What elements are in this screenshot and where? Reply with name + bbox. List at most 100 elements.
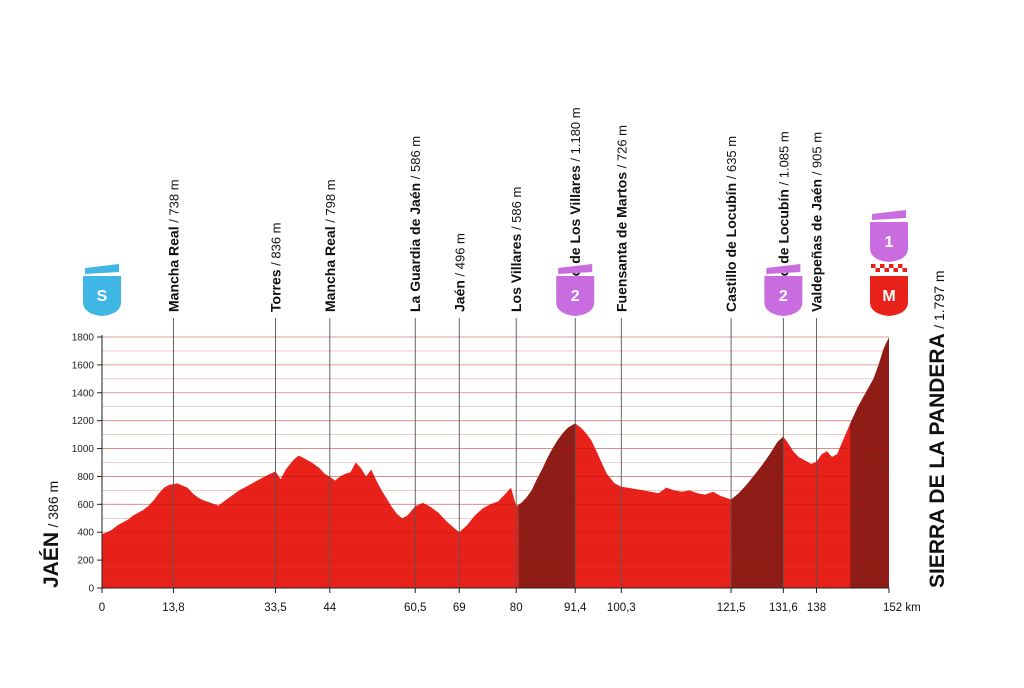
waypoint-label-5: Los Villares / 586 m bbox=[508, 187, 524, 312]
y-tick-label-1200: 1200 bbox=[72, 416, 95, 427]
checker-cell bbox=[884, 268, 889, 272]
profile-area bbox=[102, 337, 889, 588]
checker-cell bbox=[893, 268, 898, 272]
waypoint-altitude-8: / 635 m bbox=[724, 136, 739, 183]
x-tick-label-3: 44 bbox=[323, 602, 336, 614]
badge-start: S bbox=[83, 276, 121, 316]
y-tick-label-800: 800 bbox=[77, 472, 94, 483]
waypoint-text-4: Jaén / 496 m bbox=[451, 233, 467, 312]
finish-checker-icon bbox=[871, 264, 907, 272]
y-tick-label-0: 0 bbox=[88, 584, 94, 595]
x-tick-label-4: 60,5 bbox=[404, 602, 426, 614]
finish-name: SIERRA DE LA PANDERA bbox=[926, 333, 949, 588]
badge-climb-1-shape bbox=[556, 276, 595, 316]
waypoint-name-7: Fuensanta de Martos bbox=[613, 172, 629, 312]
checker-cell bbox=[880, 264, 885, 268]
x-tick-label-2: 33,5 bbox=[264, 602, 286, 614]
x-tick-label-6: 80 bbox=[510, 602, 523, 614]
grid-layer bbox=[102, 336, 889, 575]
badge-climb-3-text: 1 bbox=[885, 234, 894, 251]
start-altitude-prefix: / bbox=[45, 520, 61, 528]
badge-climb-3-shape bbox=[870, 222, 908, 262]
y-tick-label-1800: 1800 bbox=[72, 333, 95, 344]
climb-flag-icon-2 bbox=[766, 264, 801, 274]
finish-altitude-prefix: / bbox=[931, 321, 947, 329]
waypoint-altitude-0: / 738 m bbox=[166, 179, 181, 226]
waypoint-label-10: Valdepeñas de Jaén / 905 m bbox=[809, 132, 825, 312]
waypoint-altitude-5: / 586 m bbox=[509, 187, 524, 234]
badge-climb-2-text: 2 bbox=[779, 288, 788, 305]
waypoint-name-6: Puerto de Los Villares bbox=[567, 165, 583, 312]
waypoint-name-8: Castillo de Locubín bbox=[723, 183, 739, 312]
waypoint-label-7: Fuensanta de Martos / 726 m bbox=[613, 125, 629, 312]
waypoint-layer: Mancha Real / 738 m Torres / 836 m Mancha … bbox=[165, 107, 825, 588]
x-tick-label-9: 121,5 bbox=[717, 602, 746, 614]
waypoint-name-3: La Guardia de Jaén bbox=[407, 183, 423, 312]
waypoint-label-2: Mancha Real / 798 m bbox=[322, 179, 338, 312]
x-tick-label-1: 13,8 bbox=[162, 602, 184, 614]
waypoint-altitude-1: / 836 m bbox=[268, 222, 283, 269]
climb-shade-3 bbox=[850, 337, 889, 588]
checker-cell bbox=[875, 268, 880, 272]
waypoint-altitude-10: / 905 m bbox=[810, 132, 825, 179]
waypoint-name-10: Valdepeñas de Jaén bbox=[809, 179, 825, 312]
y-tick-label-1000: 1000 bbox=[72, 444, 95, 455]
waypoint-label-0: Mancha Real / 738 m bbox=[165, 179, 181, 312]
waypoint-altitude-2: / 798 m bbox=[323, 179, 338, 226]
badge-finish-text: M bbox=[882, 288, 895, 305]
waypoint-text-10: Valdepeñas de Jaén / 905 m bbox=[809, 132, 825, 312]
finish-label: SIERRA DE LA PANDERA / 1.797 m bbox=[926, 270, 949, 588]
y-tick-label-1600: 1600 bbox=[72, 360, 95, 371]
badge-climb-2-shape bbox=[764, 276, 803, 316]
waypoint-text-3: La Guardia de Jaén / 586 m bbox=[407, 136, 423, 312]
checker-cell bbox=[898, 264, 903, 268]
x-tick-label-10: 131,6 bbox=[769, 602, 798, 614]
badge-start-shape bbox=[83, 276, 121, 316]
waypoint-text-1: Torres / 836 m bbox=[267, 222, 283, 312]
waypoint-label-4: Jaén / 496 m bbox=[451, 233, 467, 312]
waypoint-text-6: Puerto de Los Villares / 1.180 m bbox=[567, 107, 583, 312]
axis-layer: 0 200 400 600 800 1000 1200 1400 1600 1800 0 13,8 33… bbox=[72, 333, 921, 615]
waypoint-label-8: Castillo de Locubín / 635 m bbox=[723, 136, 739, 312]
waypoint-label-1: Torres / 836 m bbox=[267, 222, 283, 312]
waypoint-label-6: Puerto de Los Villares / 1.180 m bbox=[567, 107, 583, 312]
waypoint-name-0: Mancha Real bbox=[165, 226, 181, 312]
start-label: JAÉN / 386 m bbox=[40, 481, 63, 588]
start-altitude: 386 m bbox=[45, 481, 61, 520]
waypoint-text-7: Fuensanta de Martos / 726 m bbox=[613, 125, 629, 312]
waypoint-altitude-9: / 1.085 m bbox=[776, 131, 791, 189]
x-tick-label-5: 69 bbox=[453, 602, 466, 614]
x-tick-label-12: 152 km bbox=[883, 602, 921, 614]
badge-climb-1: 2 bbox=[556, 276, 595, 316]
waypoint-altitude-6: / 1.180 m bbox=[568, 107, 583, 165]
badge-climb-3: 1 bbox=[870, 222, 908, 262]
x-tick-label-0: 0 bbox=[99, 602, 105, 614]
y-tick-label-200: 200 bbox=[77, 556, 94, 567]
checker-cell bbox=[889, 264, 894, 268]
badge-climb-2: 2 bbox=[764, 276, 803, 316]
waypoint-label-3: La Guardia de Jaén / 586 m bbox=[407, 136, 423, 312]
x-tick-label-8: 100,3 bbox=[607, 602, 636, 614]
waypoint-text-2: Mancha Real / 798 m bbox=[322, 179, 338, 312]
x-tick-label-7: 91,4 bbox=[564, 602, 587, 614]
badge-finish: M bbox=[870, 276, 908, 316]
y-tick-label-1400: 1400 bbox=[72, 388, 95, 399]
start-flag-icon bbox=[85, 264, 119, 274]
waypoint-altitude-3: / 586 m bbox=[408, 136, 423, 183]
waypoint-text-5: Los Villares / 586 m bbox=[508, 187, 524, 312]
badge-layer: S 2 2 1 M bbox=[83, 210, 908, 316]
profile-area-layer bbox=[102, 337, 889, 588]
climb-shade-2 bbox=[731, 436, 784, 588]
checker-cell bbox=[871, 264, 876, 268]
svg-text:SIERRA DE LA PANDERA /: SIERRA DE LA PANDERA / 1.797 m bbox=[926, 270, 949, 588]
checker-cell bbox=[902, 268, 907, 272]
y-tick-label-600: 600 bbox=[77, 500, 94, 511]
waypoint-name-1: Torres bbox=[267, 269, 283, 312]
waypoint-name-2: Mancha Real bbox=[322, 226, 338, 312]
waypoint-name-4: Jaén bbox=[451, 280, 467, 312]
waypoint-altitude-7: / 726 m bbox=[614, 125, 629, 172]
svg-text:JAÉN / 386 m: JAÉN / 386 m bbox=[40, 481, 63, 588]
climb-flag-icon-1 bbox=[558, 264, 593, 274]
climb-flag-icon-3 bbox=[872, 210, 906, 220]
